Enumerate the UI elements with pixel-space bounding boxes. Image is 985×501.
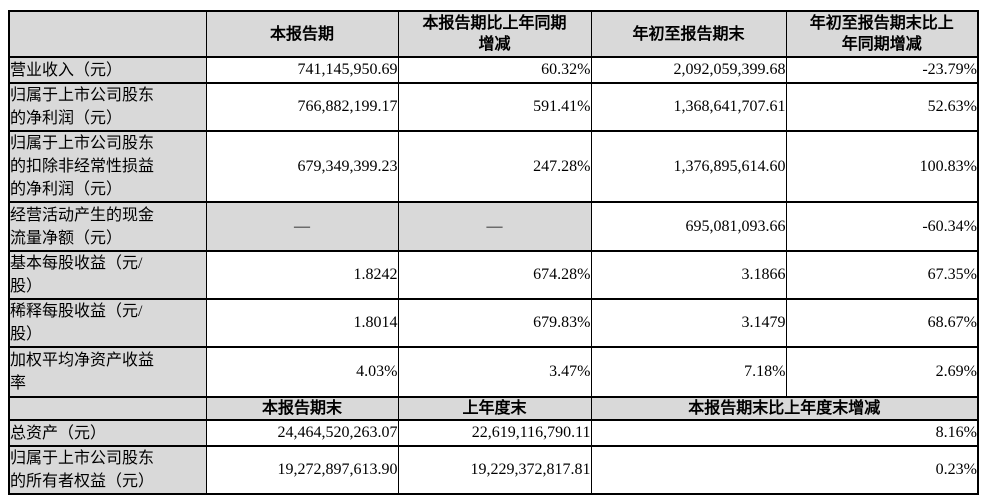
value-cell: 674.28% [397, 250, 592, 300]
table-row: 总资产（元） 24,464,520,263.07 22,619,116,790.11… [8, 419, 979, 447]
table-row: 归属于上市公司股东 的所有者权益（元） 19,272,897,613.90 19,2… [8, 445, 979, 495]
row-label-cell: 营业收入（元） [8, 56, 207, 84]
value-cell: -60.34% [785, 201, 979, 252]
value-cell: 100.83% [785, 130, 979, 203]
value-cell: 1.8242 [205, 250, 399, 300]
value-cell: 19,272,897,613.90 [205, 445, 399, 495]
value-cell: 3.1479 [590, 298, 787, 348]
value-cell: 766,882,199.17 [205, 82, 399, 132]
value-cell: 4.03% [205, 346, 399, 398]
table-row: 归属于上市公司股东 的扣除非经常性损益 的净利润（元） 679,349,399.2… [8, 130, 979, 203]
value-cell: 247.28% [397, 130, 592, 203]
value-cell: 1,376,895,614.60 [590, 130, 787, 203]
value-cell: 1.8014 [205, 298, 399, 348]
value-cell: 741,145,950.69 [205, 56, 399, 84]
value-cell: 3.1866 [590, 250, 787, 300]
value-cell: 19,229,372,817.81 [397, 445, 592, 495]
row-label-cell: 归属于上市公司股东 的扣除非经常性损益 的净利润（元） [8, 130, 207, 203]
value-cell: 591.41% [397, 82, 592, 132]
table-row: 本报告期 本报告期比上年同期 增减 年初至报告期末 年初至报告期末比上 年同期增减 [8, 10, 979, 58]
financial-summary-table: 本报告期 本报告期比上年同期 增减 年初至报告期末 年初至报告期末比上 年同期增减 营业… [8, 10, 979, 495]
row-label-cell: 经营活动产生的现金 流量净额（元） [8, 201, 207, 252]
column-header-cell: 本报告期末 [205, 396, 399, 421]
value-cell: 52.63% [785, 82, 979, 132]
empty-value-cell: — [397, 201, 592, 252]
row-label-cell: 基本每股收益（元/ 股） [8, 250, 207, 300]
table-row: 归属于上市公司股东 的净利润（元） 766,882,199.17 591.41% 1,… [8, 82, 979, 132]
row-label-cell: 总资产（元） [8, 419, 207, 447]
value-cell: 7.18% [590, 346, 787, 398]
value-cell: 1,368,641,707.61 [590, 82, 787, 132]
value-cell: 24,464,520,263.07 [205, 419, 399, 447]
table-row: 加权平均净资产收益 率 4.03% 3.47% 7.18% 2.69% [8, 346, 979, 398]
column-header-cell: 年初至报告期末 [590, 10, 787, 58]
column-header-cell: 上年度末 [397, 396, 592, 421]
value-cell: 8.16% [590, 419, 979, 447]
table-row: 稀释每股收益（元/ 股） 1.8014 679.83% 3.1479 68.67% [8, 298, 979, 348]
table-row: 营业收入（元） 741,145,950.69 60.32% 2,092,059,399… [8, 56, 979, 84]
row-label-cell: 加权平均净资产收益 率 [8, 346, 207, 398]
value-cell: 0.23% [590, 445, 979, 495]
table-row: 基本每股收益（元/ 股） 1.8242 674.28% 3.1866 67.35% [8, 250, 979, 300]
corner-header-cell [8, 10, 207, 58]
empty-value-cell: — [205, 201, 399, 252]
value-cell: 2.69% [785, 346, 979, 398]
value-cell: 22,619,116,790.11 [397, 419, 592, 447]
table-row: 经营活动产生的现金 流量净额（元） — —695,081,093.66 -60.34% [8, 201, 979, 252]
value-cell: 60.32% [397, 56, 592, 84]
row-label-cell: 稀释每股收益（元/ 股） [8, 298, 207, 348]
row-label-cell: 归属于上市公司股东 的净利润（元） [8, 82, 207, 132]
row-label-cell: 归属于上市公司股东 的所有者权益（元） [8, 445, 207, 495]
column-header-cell: 本报告期 [205, 10, 399, 58]
value-cell: 3.47% [397, 346, 592, 398]
value-cell: 2,092,059,399.68 [590, 56, 787, 84]
column-header-cell: 本报告期末比上年度末增减 [590, 396, 979, 421]
value-cell: 68.67% [785, 298, 979, 348]
financial-summary-table-body: 本报告期 本报告期比上年同期 增减 年初至报告期末 年初至报告期末比上 年同期增减 营业… [8, 10, 979, 495]
corner-header-cell [8, 396, 207, 421]
column-header-cell: 本报告期比上年同期 增减 [397, 10, 592, 58]
column-header-cell: 年初至报告期末比上 年同期增减 [785, 10, 979, 58]
value-cell: 695,081,093.66 [590, 201, 787, 252]
table-row: 本报告期末 上年度末 本报告期末比上年度末增减 [8, 396, 979, 421]
value-cell: -23.79% [785, 56, 979, 84]
value-cell: 67.35% [785, 250, 979, 300]
value-cell: 679.83% [397, 298, 592, 348]
value-cell: 679,349,399.23 [205, 130, 399, 203]
